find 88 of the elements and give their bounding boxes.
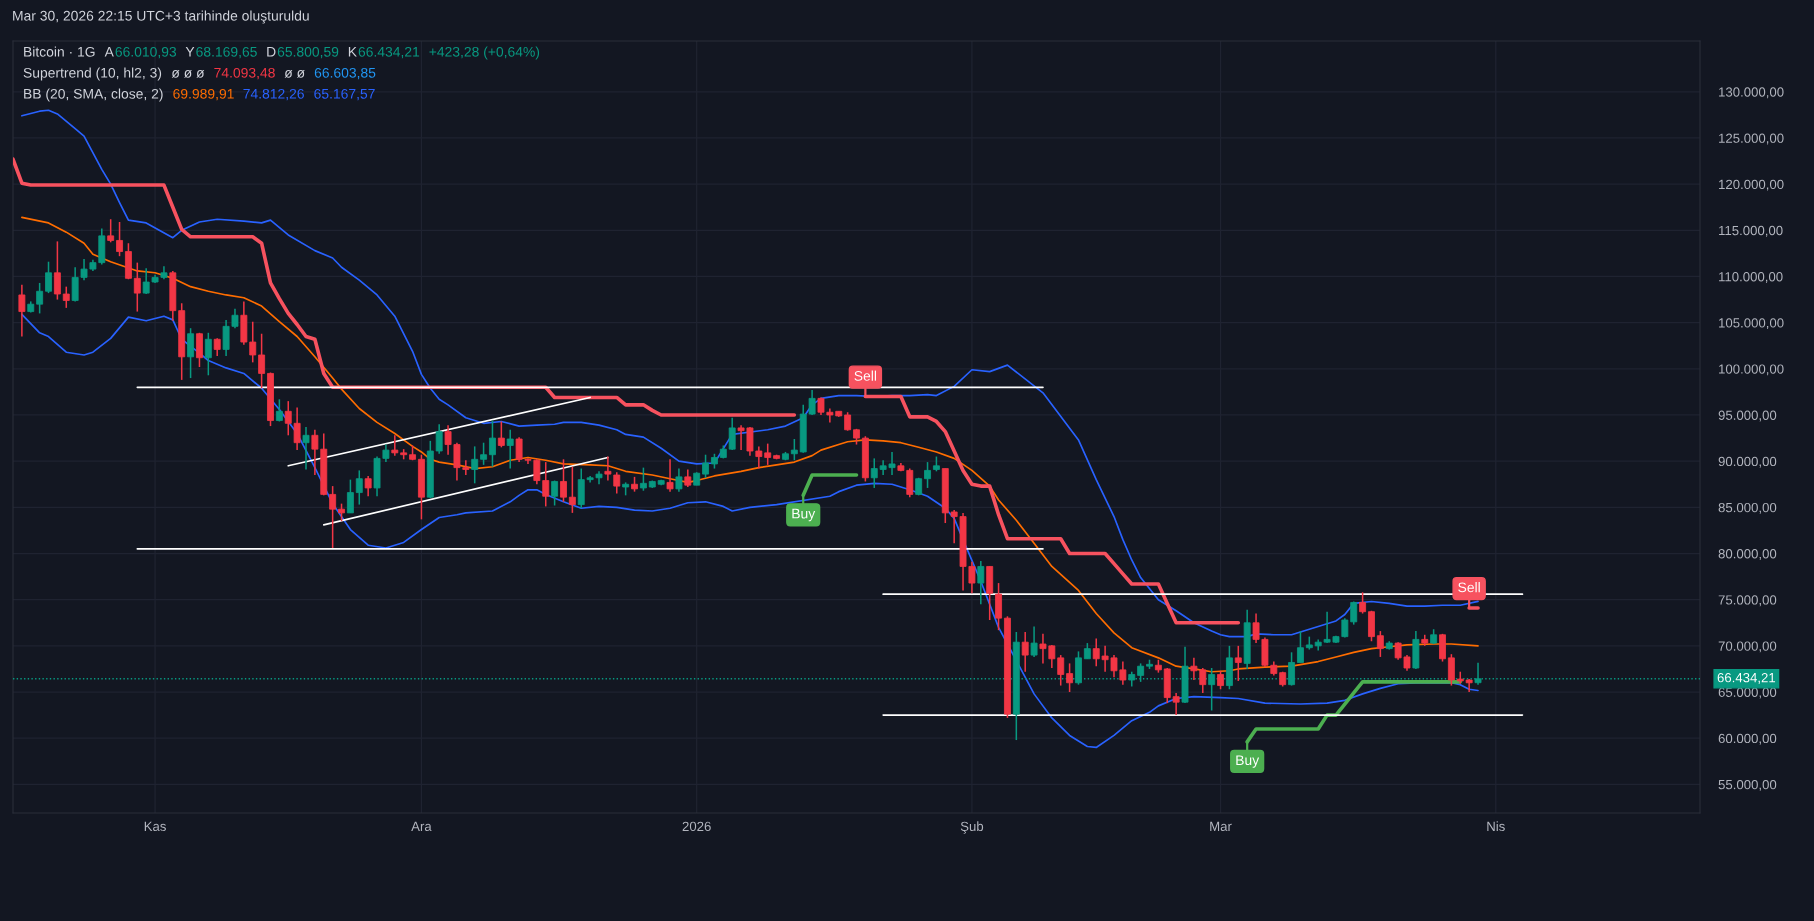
y-tick-label: 65.000,00 — [1718, 687, 1777, 699]
text: Mar 30, 2026 22:15 UTC+3 tarihinde oluşturuldu — [13, 10, 309, 24]
annotation: +423,28 (+0,64%) — [429, 46, 540, 60]
y-tick-label: 80.000,00 — [1718, 549, 1777, 560]
candlestick — [364, 475, 372, 498]
candlestick — [471, 445, 479, 485]
annotation: Y68.169,65 — [185, 46, 257, 59]
candlestick — [329, 485, 337, 549]
y-tick-label: 105.000,00 — [1719, 318, 1784, 330]
y-tick-label: 130.000,00 — [1719, 87, 1784, 99]
candlestick — [702, 453, 709, 479]
chart-title: Bitcoin · 1G — [24, 46, 95, 57]
y-tick-label: 125.000,00 — [1719, 133, 1784, 145]
candlestick — [1021, 631, 1029, 673]
candlestick — [1439, 633, 1446, 663]
annotation: 74.812,26 — [243, 88, 304, 101]
annotation: 66.603,85 — [314, 67, 376, 80]
candlestick — [1376, 630, 1384, 658]
candlestick — [1066, 662, 1074, 693]
candlestick — [355, 469, 363, 506]
candlestick — [568, 465, 576, 514]
candlestick — [639, 466, 647, 492]
candlestick — [187, 327, 195, 379]
annotation: 69.989,91 — [173, 88, 234, 101]
candlestick — [497, 420, 505, 449]
x-tick-label: Şub — [960, 821, 984, 834]
annotation: Buy — [792, 508, 816, 522]
candlestick — [53, 240, 61, 301]
candlestick — [1359, 591, 1367, 615]
y-tick-label: 120.000,00 — [1719, 179, 1784, 191]
candlestick — [551, 479, 559, 507]
candlestick — [560, 458, 567, 503]
candlestick — [116, 221, 123, 257]
candlestick — [675, 467, 683, 493]
y-tick-label: 75.000,00 — [1718, 595, 1777, 607]
y-tick-label: 70.000,00 — [1718, 641, 1777, 653]
annotation: Sell — [1458, 582, 1480, 593]
y-tick-label: 55.000,00 — [1718, 779, 1777, 791]
annotation: D65.800,59 — [267, 46, 339, 59]
annotation: 74.093,48 — [214, 67, 275, 80]
y-tick-label: 60.000,00 — [1718, 733, 1777, 745]
annotation: ø ø ø — [171, 70, 205, 78]
candlestick — [480, 441, 488, 466]
candlestick — [346, 478, 354, 514]
candlestick — [1447, 653, 1455, 687]
annotation: 65.167,57 — [314, 88, 375, 101]
candlestick — [790, 438, 798, 462]
candlestick — [133, 261, 141, 313]
x-tick-label: Mar — [1210, 821, 1232, 832]
candlestick — [107, 218, 115, 244]
x-tick-label: Kas — [144, 821, 166, 832]
candlestick — [302, 426, 310, 471]
candlestick — [204, 332, 212, 377]
candlestick — [18, 284, 26, 338]
annotation: A66.010,93 — [104, 46, 177, 59]
candlestick — [258, 332, 266, 389]
annotation: Buy — [1236, 755, 1260, 768]
annotation: BB (20, SMA, close, 2) — [24, 88, 163, 102]
annotation: K66.434,21 — [348, 46, 420, 59]
candlestick — [391, 434, 399, 457]
y-tick-label: 100.000,00 — [1719, 364, 1784, 376]
candlestick — [1297, 630, 1304, 664]
x-tick-label: Nis — [1487, 821, 1505, 832]
x-tick-label: 2026 — [682, 821, 711, 832]
annotation: ø ø — [284, 70, 305, 78]
candlestick — [1217, 670, 1224, 691]
candlestick — [506, 429, 514, 470]
candlestick — [62, 285, 70, 309]
candlestick — [435, 423, 443, 455]
candlestick — [728, 417, 736, 451]
candlestick — [844, 411, 852, 432]
y-tick-label: 95.000,00 — [1718, 410, 1777, 422]
y-tick-label: 90.000,00 — [1718, 456, 1777, 468]
candlestick — [666, 458, 674, 493]
candlestick — [1030, 625, 1038, 658]
annotation: Supertrend (10, hl2, 3) — [23, 67, 162, 81]
candlestick — [45, 260, 52, 294]
candlestick — [36, 282, 44, 315]
candlestick — [924, 461, 931, 489]
y-tick-label: 110.000,00 — [1719, 272, 1783, 283]
x-tick-label: Ara — [411, 821, 432, 832]
y-tick-label: 115.000,00 — [1719, 225, 1783, 237]
candlestick — [1234, 645, 1242, 682]
ref-line-label: 66.434,21 — [1717, 672, 1776, 684]
candlestick — [977, 560, 985, 606]
candlestick — [489, 419, 496, 468]
annotation: Sell — [854, 370, 877, 381]
y-tick-label: 85.000,00 — [1718, 502, 1777, 514]
